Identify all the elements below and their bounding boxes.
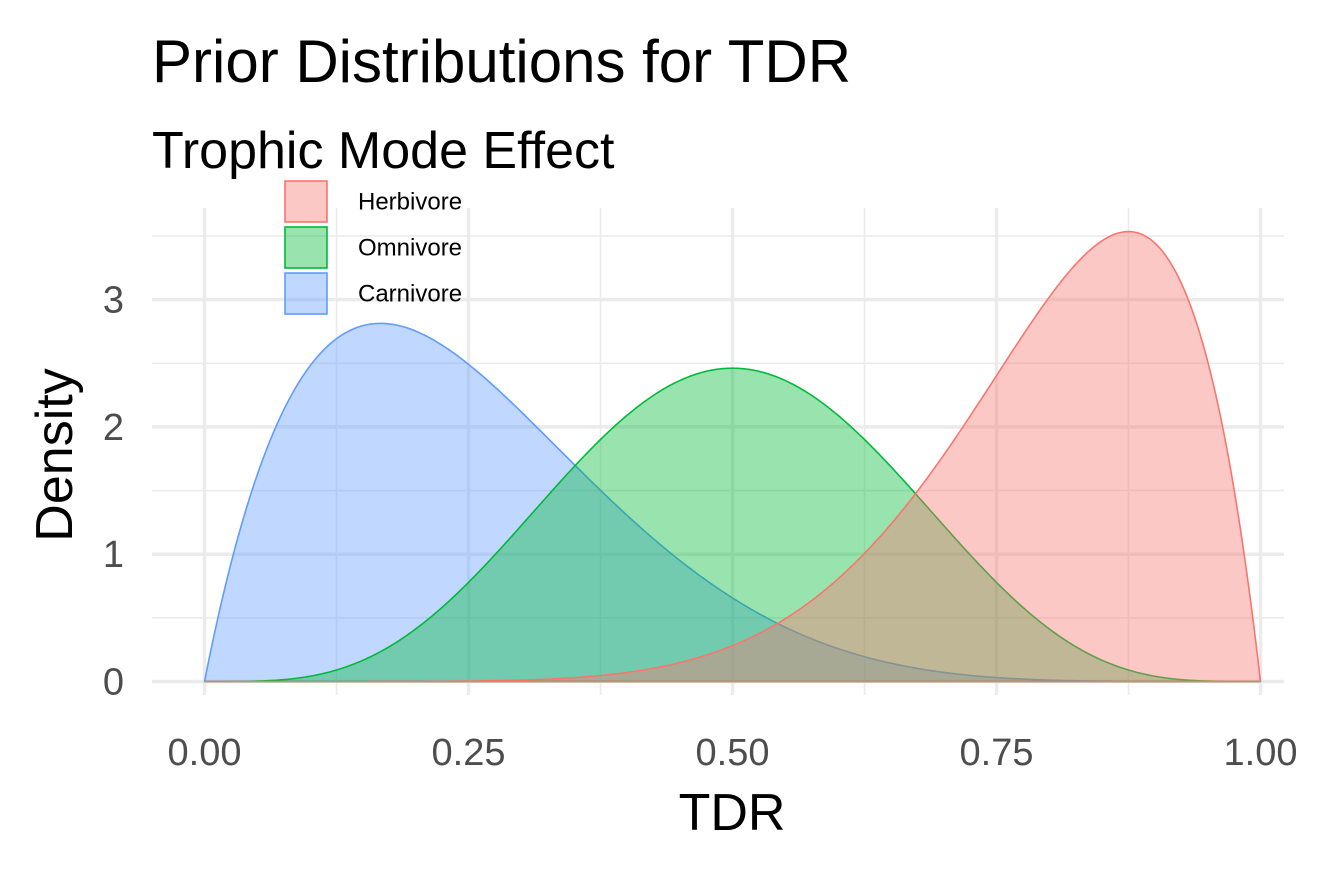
- legend-key-carnivore: [284, 272, 328, 315]
- tick-labels: 0.00 0.25 0.50 0.75 1.00 0 1 2 3: [103, 280, 1298, 774]
- density-area-herbivore: [204, 230, 1262, 683]
- legend-label-herbivore: Herbivore: [358, 189, 462, 216]
- density-areas: [203, 230, 1262, 683]
- y-tick-label: 2: [103, 407, 124, 449]
- x-axis-title: TDR: [679, 784, 786, 842]
- x-tick-label: 1.00: [1224, 732, 1298, 774]
- legend: Herbivore Omnivore Carnivore: [284, 180, 462, 315]
- density-area-omnivore: [204, 367, 1261, 683]
- y-tick-label: 3: [103, 280, 124, 322]
- y-axis-title: Density: [26, 368, 84, 541]
- legend-key-herbivore: [284, 180, 328, 223]
- legend-label-carnivore: Carnivore: [358, 281, 462, 308]
- x-tick-label: 0.00: [168, 732, 242, 774]
- legend-label-omnivore: Omnivore: [358, 235, 462, 262]
- y-tick-label: 1: [103, 534, 124, 576]
- x-tick-label: 0.75: [960, 732, 1034, 774]
- x-tick-label: 0.50: [696, 732, 770, 774]
- chart-subtitle: Trophic Mode Effect: [152, 122, 615, 180]
- x-tick-label: 0.25: [432, 732, 506, 774]
- y-tick-label: 0: [103, 662, 124, 704]
- legend-key-omnivore: [284, 226, 328, 269]
- chart-title: Prior Distributions for TDR: [152, 28, 851, 95]
